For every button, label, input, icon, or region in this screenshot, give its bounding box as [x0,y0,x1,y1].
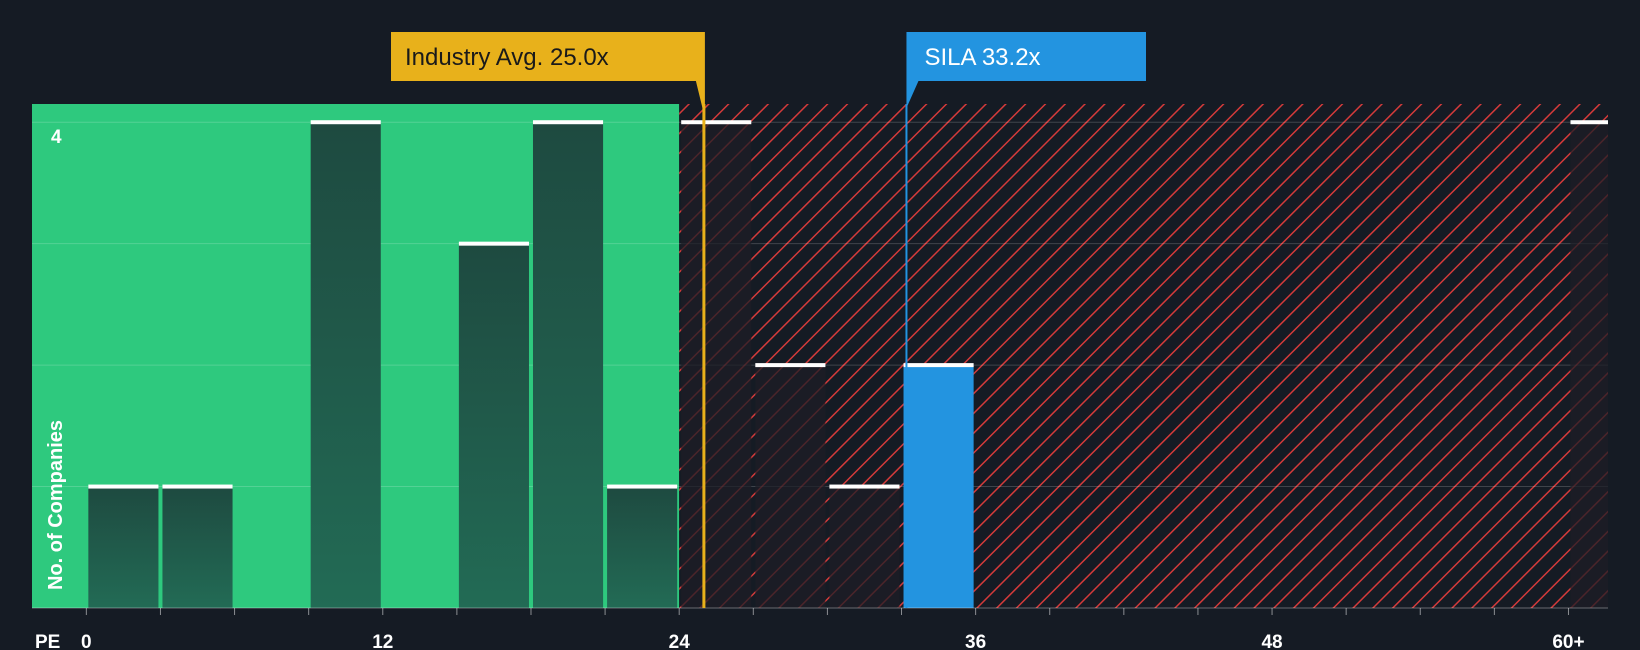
y-axis-label: No. of Companies [45,420,67,590]
x-tick-label-0: 0 [81,632,92,650]
x-axis: 0 12 24 36 48 60+ [32,607,1608,650]
bar-9 [903,365,974,608]
bar-7 [755,365,826,608]
industry-avg-callout [391,32,705,118]
bar-6 [681,122,752,609]
bar-cap-0 [88,484,159,489]
bar-1 [162,486,233,608]
industry-avg-label: Industry Avg. 25.0x [405,44,609,71]
bar-4 [532,122,604,609]
bar-3 [458,243,529,608]
x-axis-label: PE [35,632,60,650]
x-tick-label-1: 12 [372,632,393,650]
bar-cap-8 [829,484,900,489]
bar-cap-5 [607,484,678,489]
bar-2 [310,122,381,609]
bar-10 [1570,122,1608,609]
x-tick-label-2: 24 [669,632,691,650]
bar-8 [829,486,900,608]
bar-0 [88,486,159,608]
histogram-bars [88,120,1608,609]
bar-cap-9 [903,363,974,368]
bar-cap-6 [681,120,752,125]
subject-label: SILA 33.2x [924,44,1040,71]
x-tick-label-5: 60+ [1552,632,1584,650]
y-tick-label-4: 4 [51,127,62,148]
bar-cap-2 [310,120,381,125]
bar-cap-3 [458,241,529,246]
bar-cap-10 [1570,120,1608,125]
x-tick-label-4: 48 [1261,632,1282,650]
reference-markers: Industry Avg. 25.0x SILA 33.2x [391,32,1146,608]
gridlines [32,121,1608,488]
bar-cap-4 [532,120,604,125]
bar-cap-1 [162,484,233,489]
subject-callout [906,32,1146,108]
x-tick-label-3: 36 [965,632,986,650]
bar-cap-7 [755,363,826,368]
bar-5 [607,486,678,608]
